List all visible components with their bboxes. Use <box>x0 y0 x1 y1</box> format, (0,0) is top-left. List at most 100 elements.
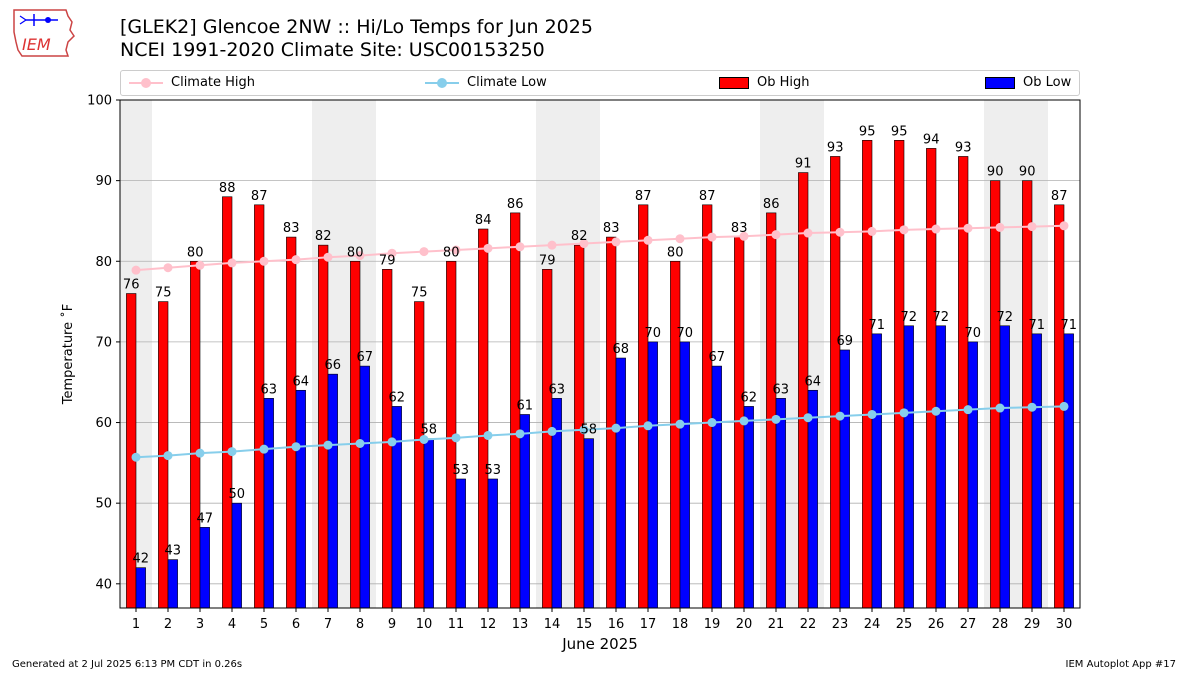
data-label-ob-high: 90 <box>987 165 1004 180</box>
bar-ob-low <box>583 438 594 609</box>
y-axis-label: Temperature ˚F <box>60 304 76 405</box>
chart-title-line1: [GLEK2] Glencoe 2NW :: Hi/Lo Temps for J… <box>120 16 593 38</box>
data-label-ob-high: 83 <box>603 221 620 236</box>
data-label-ob-high: 75 <box>411 286 428 301</box>
bar-ob-high <box>990 180 1001 609</box>
climate-low-point <box>291 442 301 452</box>
data-label-ob-low: 66 <box>325 358 342 373</box>
y-tick-label: 50 <box>95 497 112 512</box>
data-label-ob-high: 87 <box>251 189 268 204</box>
x-tick-label: 17 <box>640 617 657 632</box>
climate-low-point <box>547 426 557 436</box>
climate-high-point <box>611 237 621 247</box>
climate-low-point <box>323 440 333 450</box>
y-tick-label: 100 <box>87 94 112 109</box>
y-tick-label: 90 <box>95 174 112 189</box>
bar-ob-high <box>702 204 713 609</box>
x-tick-label: 15 <box>576 617 593 632</box>
climate-low-swatch <box>425 78 459 88</box>
climate-lines <box>131 221 1069 462</box>
legend-item-ob-high: Ob High <box>719 74 810 92</box>
x-tick-label: 22 <box>800 617 817 632</box>
iem-logo: IEM <box>8 6 80 58</box>
x-tick-label: 1 <box>132 617 140 632</box>
x-tick-label: 27 <box>960 617 977 632</box>
bar-ob-low <box>615 357 626 609</box>
bar-ob-low <box>359 365 370 609</box>
data-label-ob-low: 63 <box>261 382 278 397</box>
bar-ob-low <box>135 567 146 609</box>
bar-ob-high <box>926 148 937 609</box>
x-tick-label: 25 <box>896 617 913 632</box>
data-label-ob-low: 70 <box>677 326 694 341</box>
bar-ob-low <box>775 398 786 609</box>
x-tick-label: 30 <box>1056 617 1073 632</box>
data-label-ob-low: 50 <box>229 487 246 502</box>
y-tick-label: 40 <box>95 577 112 592</box>
data-label-ob-low: 68 <box>613 342 630 357</box>
data-label-ob-low: 58 <box>581 423 598 438</box>
climate-low-point <box>931 406 941 416</box>
climate-high-point <box>547 240 557 250</box>
x-tick-label: 18 <box>672 617 689 632</box>
climate-high-point <box>739 231 749 241</box>
bar-ob-high <box>286 236 297 609</box>
data-label-ob-low: 47 <box>197 511 214 526</box>
bar-ob-low <box>487 478 498 609</box>
data-label-ob-low: 72 <box>901 310 918 325</box>
x-tick-label: 21 <box>768 617 785 632</box>
bar-ob-high <box>222 196 233 609</box>
data-label-ob-high: 95 <box>891 124 908 139</box>
climate-high-point <box>867 226 877 236</box>
chart-legend: Climate High Climate Low Ob High Ob Low <box>120 70 1080 96</box>
data-label-ob-high: 76 <box>123 278 140 293</box>
data-label-ob-low: 72 <box>933 310 950 325</box>
data-label-ob-low: 71 <box>1029 318 1046 333</box>
climate-low-point <box>899 408 909 418</box>
data-label-ob-low: 71 <box>1061 318 1078 333</box>
bar-ob-low <box>903 325 914 609</box>
data-label-ob-low: 70 <box>965 326 982 341</box>
bar-ob-low <box>711 365 722 609</box>
climate-high-point <box>227 258 237 268</box>
bar-ob-low <box>839 349 850 609</box>
bar-ob-high <box>798 172 809 609</box>
x-tick-label: 3 <box>196 617 204 632</box>
data-label-ob-high: 80 <box>667 245 684 260</box>
climate-low-point <box>611 423 621 433</box>
bar-ob-low <box>967 341 978 609</box>
data-label-ob-high: 80 <box>443 245 460 260</box>
data-label-ob-high: 82 <box>315 229 332 244</box>
data-label-ob-high: 75 <box>155 286 172 301</box>
plot-frame <box>119 99 1081 609</box>
legend-label-ob-high: Ob High <box>757 75 810 90</box>
data-label-ob-high: 82 <box>571 229 588 244</box>
legend-item-ob-low: Ob Low <box>985 74 1071 92</box>
bar-ob-high <box>478 228 489 609</box>
climate-low-point <box>739 416 749 426</box>
climate-low-point <box>195 448 205 458</box>
data-label-ob-high: 93 <box>827 140 844 155</box>
logo-text: IEM <box>22 35 51 54</box>
climate-low-point <box>771 414 781 424</box>
climate-low-point <box>451 433 461 443</box>
x-tick-label: 13 <box>512 617 529 632</box>
data-label-ob-low: 69 <box>837 334 854 349</box>
climate-low-point <box>867 409 877 419</box>
climate-high-point <box>355 251 365 261</box>
data-label-ob-high: 94 <box>923 132 940 147</box>
bar-ob-low <box>679 341 690 609</box>
data-label-ob-low: 62 <box>741 390 758 405</box>
climate-high-point <box>771 230 781 240</box>
bar-ob-low <box>231 502 242 609</box>
climate-high-point <box>419 247 429 257</box>
data-label-ob-low: 62 <box>389 390 406 405</box>
ob-high-swatch <box>719 77 749 89</box>
data-label-ob-low: 43 <box>165 544 182 559</box>
climate-low-point <box>579 425 589 435</box>
climate-high-point <box>195 260 205 270</box>
y-tick-label: 70 <box>95 335 112 350</box>
data-label-ob-high: 93 <box>955 140 972 155</box>
data-label-ob-high: 80 <box>347 245 364 260</box>
